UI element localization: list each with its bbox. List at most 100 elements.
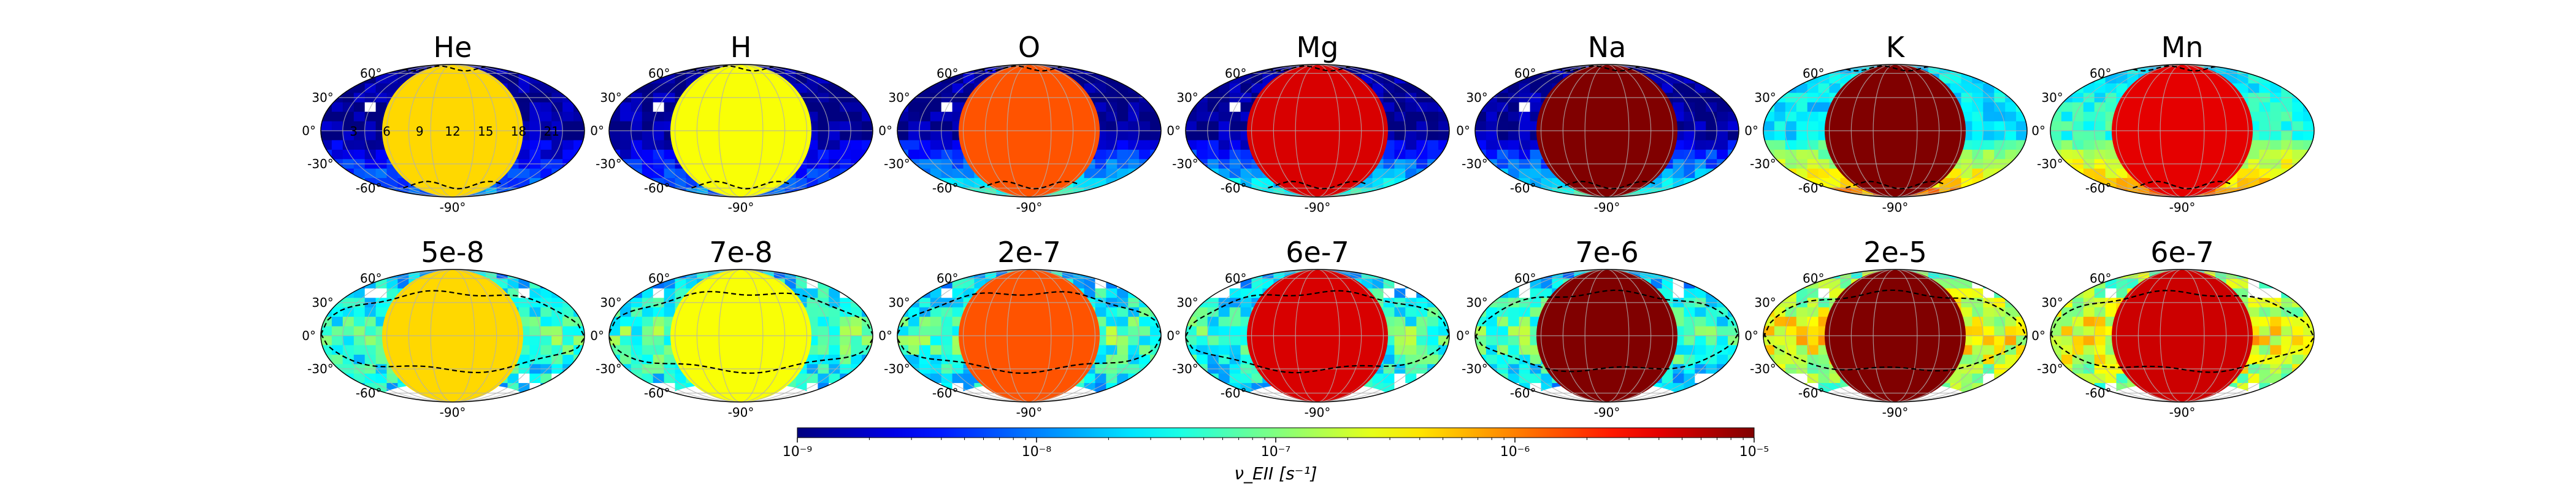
lon-tick-label: 12 [445,124,460,139]
lat-tick-label: -30° [1462,361,1488,376]
lat-tick-label: 30° [1466,90,1487,105]
lat-tick-label: -30° [1172,157,1198,171]
lat-tick-label: -60° [356,181,382,196]
lat-tick-label: 60° [1803,66,1824,80]
lat-tick-label: -90° [1594,200,1620,215]
lat-tick-label: 30° [1176,295,1198,310]
lat-tick-label: 30° [312,295,333,310]
lat-tick-label: 0° [2031,123,2045,138]
lat-tick-label: -90° [2169,405,2196,420]
lat-tick-label: -90° [1882,200,1909,215]
lat-tick-label: -60° [644,181,670,196]
lat-tick-label: 0° [1456,123,1470,138]
map-panel: Mg 60° 30° 0° -30° -60° -90° [1167,31,1450,215]
lat-tick-label: 30° [600,295,621,310]
lat-tick-label: -60° [2085,181,2112,196]
map-panel: 5e-8 60° 30° 0° -30° -60° -90° [302,236,585,420]
lat-tick-label: 60° [1514,66,1536,80]
lat-tick-label: -60° [2085,386,2112,401]
lat-tick-label: 0° [878,123,892,138]
lat-tick-label: -60° [356,386,382,401]
panel-title: 2e-7 [997,236,1060,269]
lat-tick-label: -90° [1305,405,1331,420]
lat-tick-label: 30° [1754,295,1776,310]
lat-tick-label: 0° [590,328,604,343]
lat-tick-label: -90° [728,405,754,420]
lat-tick-label: -30° [307,157,334,171]
colorbar-tick-label: 10⁻⁹ [783,444,812,460]
lon-tick-label: 21 [544,124,559,139]
lat-tick-label: -60° [1510,386,1536,401]
lat-tick-label: -30° [596,361,622,376]
map-panel: 7e-8 60° 30° 0° -30° -60° -90° [590,236,873,420]
lat-tick-label: 0° [1167,123,1181,138]
lat-tick-label: -30° [884,157,910,171]
panel-title: Mn [2161,31,2204,64]
lat-tick-label: 60° [1514,271,1536,285]
map-panels: He 60° 30° 0° -30° -60° -90° 3 6 9 12 15 18 21 H 60° 30°… [302,31,2315,420]
lat-tick-label: -60° [932,181,959,196]
lat-tick-label: -90° [1016,200,1043,215]
lat-tick-label: 60° [1225,66,1246,80]
lat-tick-label: -60° [1798,386,1825,401]
lat-tick-label: 60° [2090,66,2111,80]
map-panel: O 60° 30° 0° -30° -60° -90° [878,31,1162,215]
map-panel: K 60° 30° 0° -30° -60° -90° [1744,31,2028,215]
colorbar-tick-label: 10⁻⁷ [1261,444,1290,460]
map-panel: Mn 60° 30° 0° -30° -60° -90° [2031,31,2315,215]
map-panel: 7e-6 60° 30° 0° -30° -60° -90° [1456,236,1739,420]
panel-title: O [1018,31,1040,64]
panel-title: 7e-6 [1575,236,1638,269]
panel-title: 2e-5 [1863,236,1926,269]
colorbar-tick-label: 10⁻⁶ [1500,444,1530,460]
lat-tick-label: -60° [1221,386,1247,401]
lat-tick-label: -60° [932,386,959,401]
lat-tick-label: 0° [590,123,604,138]
lon-tick-label: 9 [416,124,424,139]
lat-tick-label: 30° [2041,295,2063,310]
lat-tick-label: 0° [2031,328,2045,343]
lat-tick-label: 30° [312,90,333,105]
lat-tick-label: 30° [1466,295,1487,310]
panel-title: 6e-7 [2150,236,2214,269]
colorbar-tick-label: 10⁻⁸ [1022,444,1052,460]
lon-tick-label: 15 [478,124,493,139]
lat-tick-label: -60° [644,386,670,401]
panel-title: He [434,31,472,64]
lat-tick-label: -90° [1882,405,1909,420]
lat-tick-label: 60° [648,66,670,80]
lon-tick-label: 3 [350,124,358,139]
lat-tick-label: 0° [1744,328,1758,343]
lat-tick-label: 60° [1225,271,1246,285]
panel-title: 5e-8 [421,236,484,269]
lat-tick-label: -30° [2037,361,2063,376]
lat-tick-label: 30° [1176,90,1198,105]
lat-tick-label: -60° [1221,181,1247,196]
colorbar-gradient [797,427,1755,438]
panel-title: H [730,31,752,64]
lat-tick-label: 60° [360,66,381,80]
panel-title: 6e-7 [1286,236,1349,269]
lat-tick-label: -90° [2169,200,2196,215]
lat-tick-label: 30° [888,295,910,310]
lat-tick-label: 60° [2090,271,2111,285]
lat-tick-label: -30° [307,361,334,376]
lat-tick-label: -30° [1750,157,1776,171]
map-panel: 6e-7 60° 30° 0° -30° -60° -90° [1167,236,1450,420]
lat-tick-label: -90° [1016,405,1043,420]
panel-title: Mg [1297,31,1339,64]
panel-title: Na [1588,31,1627,64]
lat-tick-label: -60° [1798,181,1825,196]
lat-tick-label: -90° [440,200,466,215]
lat-tick-label: 30° [2041,90,2063,105]
colorbar: 10⁻⁹ 10⁻⁸ 10⁻⁷ 10⁻⁶ 10⁻⁵ ν_EII [s⁻¹] [783,427,1769,484]
map-panel: He 60° 30° 0° -30° -60° -90° 3 6 9 12 15 18 21 [302,31,585,215]
lat-tick-label: -30° [2037,157,2063,171]
lat-tick-label: -90° [1305,200,1331,215]
lat-tick-label: 30° [888,90,910,105]
colorbar-tick-label: 10⁻⁵ [1739,444,1769,460]
lat-tick-label: -90° [440,405,466,420]
lat-tick-label: -90° [728,200,754,215]
lat-tick-label: 0° [302,123,316,138]
